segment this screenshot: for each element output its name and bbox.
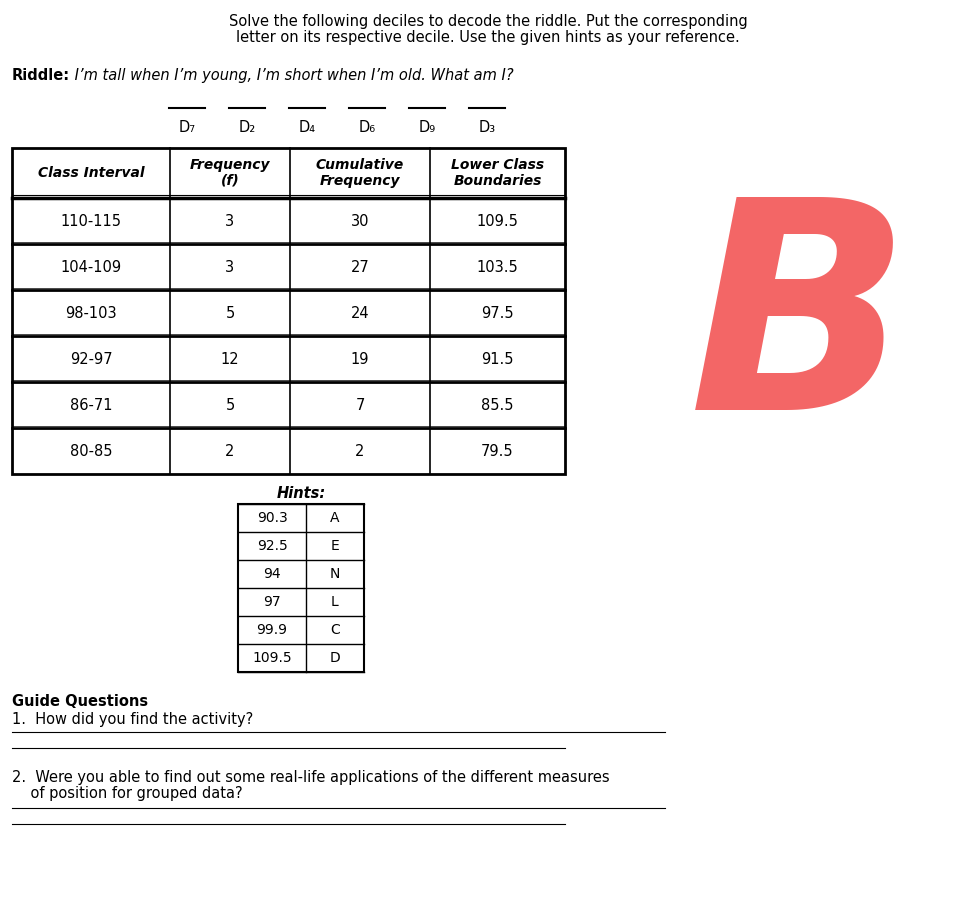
Text: 92-97: 92-97 — [69, 352, 112, 366]
Text: D₇: D₇ — [179, 120, 195, 135]
Text: C: C — [330, 623, 340, 637]
Text: A: A — [330, 511, 340, 525]
Text: 103.5: 103.5 — [477, 260, 519, 274]
Text: 109.5: 109.5 — [252, 651, 292, 665]
Text: Frequency: Frequency — [190, 158, 271, 172]
Text: D₆: D₆ — [359, 120, 375, 135]
Bar — [238, 504, 364, 672]
Text: 27: 27 — [351, 260, 369, 274]
Text: 1.  How did you find the activity?: 1. How did you find the activity? — [12, 712, 253, 727]
Text: D₉: D₉ — [418, 120, 436, 135]
Text: 2: 2 — [226, 443, 234, 458]
Text: 98-103: 98-103 — [65, 306, 117, 320]
Text: 79.5: 79.5 — [482, 443, 514, 458]
Text: Frequency: Frequency — [319, 174, 401, 188]
Bar — [12, 148, 565, 474]
Text: D₂: D₂ — [238, 120, 256, 135]
Text: E: E — [330, 539, 339, 553]
Text: 91.5: 91.5 — [482, 352, 514, 366]
Text: 94: 94 — [263, 567, 280, 581]
Text: Hints:: Hints: — [276, 486, 325, 501]
Text: D₃: D₃ — [479, 120, 495, 135]
Text: 19: 19 — [351, 352, 369, 366]
Text: 2.  Were you able to find out some real-life applications of the different measu: 2. Were you able to find out some real-l… — [12, 770, 610, 785]
Text: Boundaries: Boundaries — [453, 174, 541, 188]
Text: N: N — [330, 567, 340, 581]
Text: 12: 12 — [221, 352, 239, 366]
Text: 3: 3 — [226, 260, 234, 274]
Text: 90.3: 90.3 — [257, 511, 287, 525]
Text: (f): (f) — [221, 174, 239, 188]
Text: 5: 5 — [226, 397, 234, 412]
Text: 85.5: 85.5 — [482, 397, 514, 412]
Text: Lower Class: Lower Class — [451, 158, 544, 172]
Text: 104-109: 104-109 — [61, 260, 121, 274]
Text: 97.5: 97.5 — [482, 306, 514, 320]
Text: 86-71: 86-71 — [69, 397, 112, 412]
Text: 3: 3 — [226, 214, 234, 229]
Text: Solve the following deciles to decode the riddle. Put the corresponding: Solve the following deciles to decode th… — [229, 14, 747, 29]
Text: Guide Questions: Guide Questions — [12, 694, 149, 709]
Text: L: L — [331, 595, 339, 609]
Text: Class Interval: Class Interval — [38, 166, 145, 180]
Text: 24: 24 — [351, 306, 369, 320]
Text: 109.5: 109.5 — [477, 214, 519, 229]
Text: 2: 2 — [356, 443, 364, 458]
Text: D₄: D₄ — [299, 120, 316, 135]
Text: 110-115: 110-115 — [61, 214, 121, 229]
Text: of position for grouped data?: of position for grouped data? — [12, 786, 242, 801]
Text: 5: 5 — [226, 306, 234, 320]
Text: 7: 7 — [356, 397, 364, 412]
Text: 92.5: 92.5 — [257, 539, 287, 553]
Text: 80-85: 80-85 — [69, 443, 112, 458]
Text: I’m tall when I’m young, I’m short when I’m old. What am I?: I’m tall when I’m young, I’m short when … — [70, 68, 514, 83]
Text: D: D — [329, 651, 340, 665]
Text: Cumulative: Cumulative — [316, 158, 404, 172]
Text: letter on its respective decile. Use the given hints as your reference.: letter on its respective decile. Use the… — [236, 30, 740, 45]
Text: B: B — [689, 188, 912, 472]
Text: Riddle:: Riddle: — [12, 68, 70, 83]
Text: 30: 30 — [351, 214, 369, 229]
Text: 99.9: 99.9 — [257, 623, 287, 637]
Text: 97: 97 — [263, 595, 280, 609]
